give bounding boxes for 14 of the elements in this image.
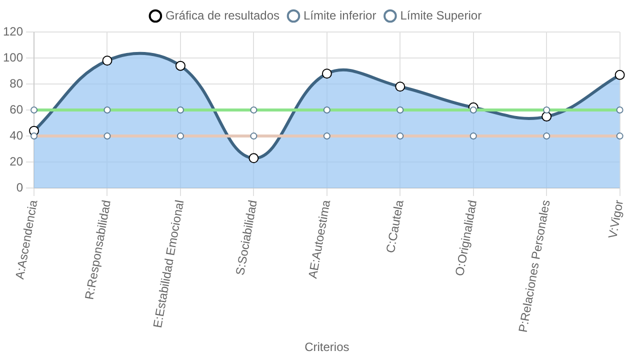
legend-label: Límite inferior — [304, 8, 376, 22]
y-tick-label: 100 — [2, 50, 24, 64]
y-tick-label: 120 — [2, 24, 24, 38]
y-tick-label: 80 — [10, 76, 24, 90]
x-tick-label: V:Vigor — [606, 198, 626, 240]
x-tick-label: C:Cautela — [383, 198, 406, 254]
y-tick-label: 20 — [10, 154, 24, 168]
legend-label: Límite Superior — [400, 8, 482, 22]
y-tick-label: 0 — [16, 180, 24, 194]
y-tick-label: 60 — [10, 102, 24, 116]
x-axis-title: Criterios — [304, 340, 350, 354]
legend-label: Gráfica de resultados — [165, 8, 280, 22]
x-tick-label: P:Relaciones Personales — [516, 198, 553, 334]
y-tick-label: 40 — [10, 128, 24, 142]
